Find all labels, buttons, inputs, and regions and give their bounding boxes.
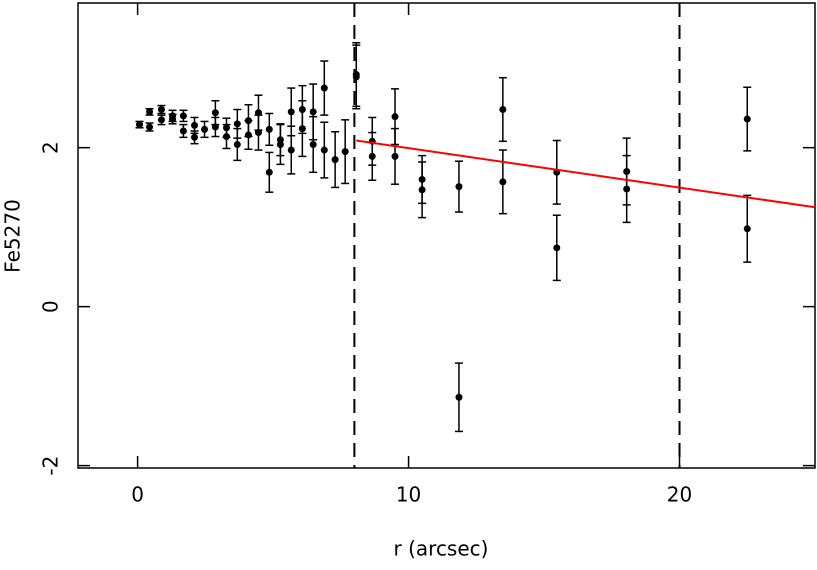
point — [623, 185, 631, 193]
point — [201, 125, 209, 133]
point — [553, 244, 561, 252]
point — [743, 115, 751, 123]
point — [276, 140, 284, 148]
point — [146, 123, 154, 131]
point — [352, 71, 360, 79]
point — [418, 186, 426, 194]
point — [191, 133, 199, 141]
point — [179, 127, 187, 135]
point — [287, 146, 295, 154]
point — [136, 121, 144, 129]
point — [233, 120, 241, 128]
x-axis-label: r (arcsec) — [394, 537, 489, 561]
point — [157, 116, 165, 124]
y-tick-label: 0 — [39, 300, 63, 313]
point — [391, 113, 399, 121]
point — [211, 123, 219, 131]
x-tick-label: 20 — [667, 483, 692, 507]
point — [320, 84, 328, 92]
point — [309, 108, 317, 116]
point — [169, 115, 177, 123]
y-tick-label: -2 — [39, 456, 63, 476]
x-tick-label: 0 — [131, 483, 144, 507]
point — [391, 152, 399, 160]
point — [157, 106, 165, 114]
y-axis-label: Fe5270 — [1, 199, 25, 273]
point — [743, 225, 751, 233]
point — [179, 112, 187, 120]
point — [233, 140, 241, 148]
fit-line — [356, 139, 816, 209]
point — [191, 121, 199, 129]
point — [265, 125, 273, 133]
point — [341, 148, 349, 156]
point — [320, 146, 328, 154]
point — [244, 117, 252, 125]
y-tick-label: 2 — [39, 141, 63, 154]
point — [368, 152, 376, 160]
point — [455, 393, 463, 401]
point — [287, 108, 295, 116]
point — [254, 129, 262, 137]
point — [146, 108, 154, 116]
point — [499, 178, 507, 186]
point — [265, 168, 273, 176]
point — [455, 183, 463, 191]
point — [211, 109, 219, 117]
point — [499, 106, 507, 114]
point — [309, 140, 317, 148]
point — [331, 156, 339, 164]
plot-frame — [77, 2, 816, 469]
x-tick-label: 10 — [396, 483, 421, 507]
point — [298, 125, 306, 133]
point — [222, 133, 230, 141]
